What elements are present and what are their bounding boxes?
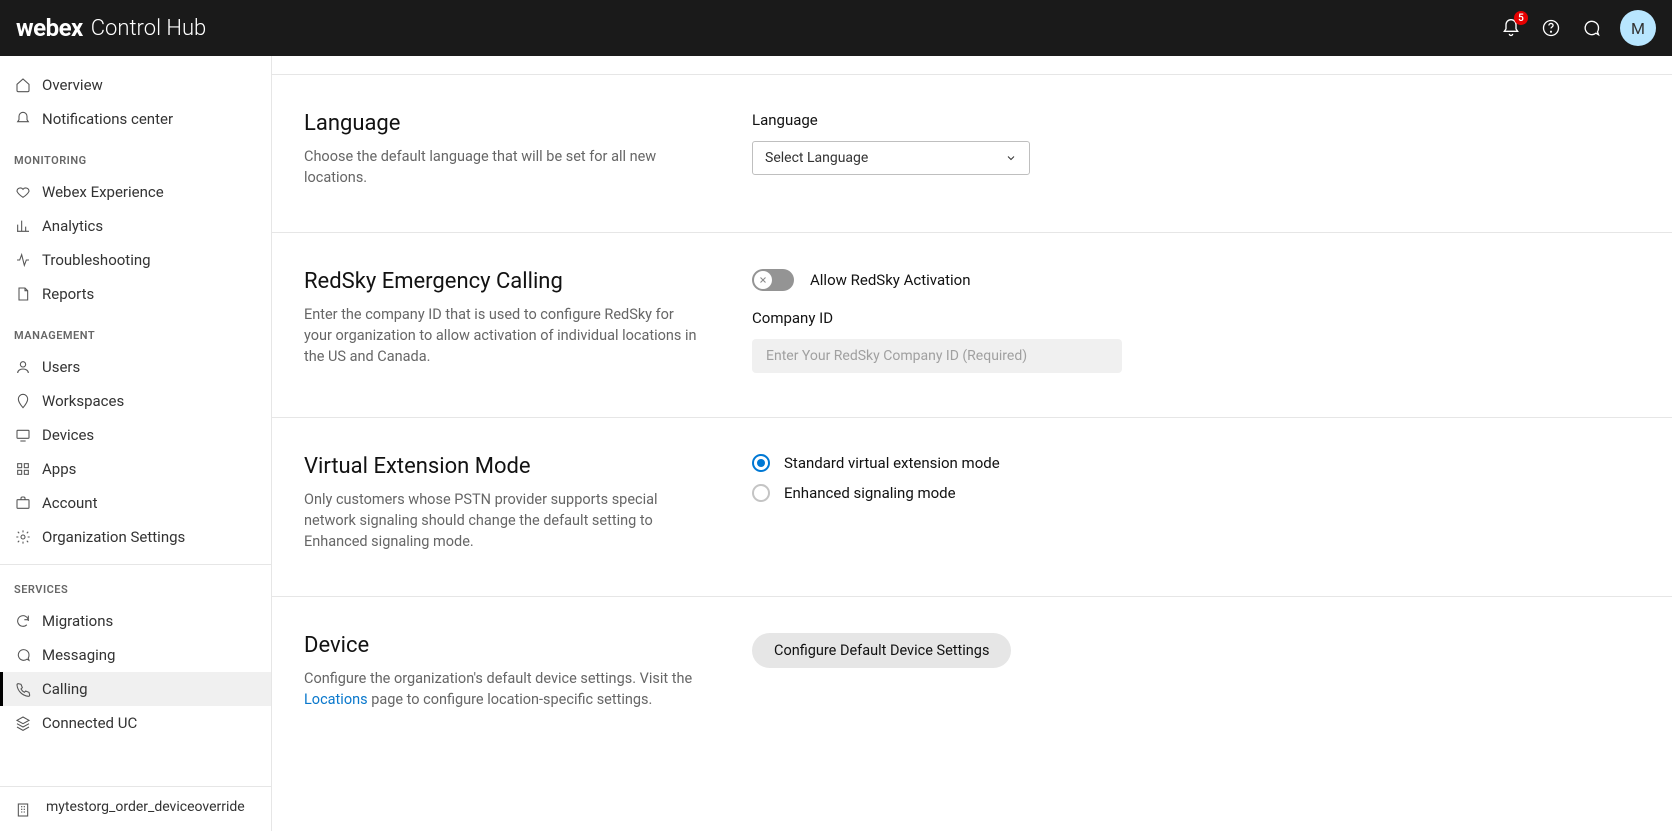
phone-icon <box>14 680 32 698</box>
app-header: webex Control Hub 5 M <box>0 0 1672 56</box>
section-language: Language Choose the default language tha… <box>272 74 1672 232</box>
language-field-label: Language <box>752 111 1392 129</box>
pin-icon <box>14 392 32 410</box>
org-name: mytestorg_order_deviceoverride <box>46 799 245 815</box>
heart-icon <box>14 183 32 201</box>
help-icon[interactable] <box>1540 17 1562 39</box>
layers-icon <box>14 714 32 732</box>
bar-chart-icon <box>14 217 32 235</box>
product-name: Control Hub <box>91 16 207 41</box>
redsky-title: RedSky Emergency Calling <box>304 269 704 294</box>
sidebar-item-messaging[interactable]: Messaging <box>0 638 271 672</box>
language-select-value: Select Language <box>765 150 868 166</box>
sidebar-item-calling[interactable]: Calling <box>0 672 271 706</box>
vem-option-label: Standard virtual extension mode <box>784 454 1000 472</box>
sidebar-item-label: Troubleshooting <box>42 251 151 269</box>
device-title: Device <box>304 633 704 658</box>
sidebar-item-connected-uc[interactable]: Connected UC <box>0 706 271 740</box>
grid-icon <box>14 460 32 478</box>
radio-icon <box>752 454 770 472</box>
x-icon <box>758 275 768 285</box>
chat-icon <box>14 646 32 664</box>
redsky-toggle-label: Allow RedSky Activation <box>810 271 971 289</box>
locations-link[interactable]: Locations <box>304 691 368 708</box>
sidebar-item-label: Workspaces <box>42 392 124 410</box>
radio-icon <box>752 484 770 502</box>
sidebar-item-overview[interactable]: Overview <box>0 68 271 102</box>
redsky-desc: Enter the company ID that is used to con… <box>304 304 704 367</box>
building-icon <box>14 801 32 819</box>
sidebar-item-label: Calling <box>42 680 88 698</box>
language-select[interactable]: Select Language <box>752 141 1030 175</box>
section-device: Device Configure the organization's defa… <box>272 596 1672 754</box>
toggle-knob <box>754 271 772 289</box>
chevron-down-icon <box>1005 152 1017 164</box>
sidebar-item-label: Messaging <box>42 646 115 664</box>
company-id-label: Company ID <box>752 309 1392 327</box>
gear-icon <box>14 528 32 546</box>
sidebar-item-troubleshooting[interactable]: Troubleshooting <box>0 243 271 277</box>
sidebar-item-notifications[interactable]: Notifications center <box>0 102 271 136</box>
sidebar-item-org-settings[interactable]: Organization Settings <box>0 520 271 554</box>
sidebar-section-management: MANAGEMENT <box>0 311 271 350</box>
sidebar-item-label: Organization Settings <box>42 528 185 546</box>
activity-icon <box>14 251 32 269</box>
sidebar-item-label: Connected UC <box>42 714 137 732</box>
user-icon <box>14 358 32 376</box>
sidebar-item-users[interactable]: Users <box>0 350 271 384</box>
vem-option-enhanced[interactable]: Enhanced signaling mode <box>752 484 1392 502</box>
sidebar-item-label: Notifications center <box>42 110 173 128</box>
vem-option-standard[interactable]: Standard virtual extension mode <box>752 454 1392 472</box>
main-content: Language Choose the default language tha… <box>272 56 1672 831</box>
user-avatar[interactable]: M <box>1620 10 1656 46</box>
sidebar-item-label: Users <box>42 358 80 376</box>
sidebar-item-workspaces[interactable]: Workspaces <box>0 384 271 418</box>
vem-desc: Only customers whose PSTN provider suppo… <box>304 489 704 552</box>
org-footer[interactable]: mytestorg_order_deviceoverride <box>0 786 271 831</box>
configure-device-button[interactable]: Configure Default Device Settings <box>752 633 1011 668</box>
sidebar-item-apps[interactable]: Apps <box>0 452 271 486</box>
section-redsky: RedSky Emergency Calling Enter the compa… <box>272 232 1672 417</box>
notification-badge: 5 <box>1514 11 1528 25</box>
sidebar-item-label: Devices <box>42 426 94 444</box>
sidebar-item-webex-experience[interactable]: Webex Experience <box>0 175 271 209</box>
notifications-icon[interactable]: 5 <box>1500 17 1522 39</box>
device-desc: Configure the organization's default dev… <box>304 668 704 710</box>
monitor-icon <box>14 426 32 444</box>
sidebar: Overview Notifications center MONITORING… <box>0 56 272 831</box>
bell-icon <box>14 110 32 128</box>
redsky-toggle[interactable] <box>752 269 794 291</box>
sidebar-item-analytics[interactable]: Analytics <box>0 209 271 243</box>
sidebar-item-label: Overview <box>42 76 103 94</box>
sidebar-item-migrations[interactable]: Migrations <box>0 604 271 638</box>
sidebar-item-label: Reports <box>42 285 94 303</box>
sidebar-item-label: Apps <box>42 460 76 478</box>
sidebar-item-label: Webex Experience <box>42 183 164 201</box>
briefcase-icon <box>14 494 32 512</box>
sidebar-item-label: Analytics <box>42 217 103 235</box>
company-id-input[interactable] <box>752 339 1122 373</box>
sidebar-item-label: Migrations <box>42 612 113 630</box>
sidebar-section-monitoring: MONITORING <box>0 136 271 175</box>
sidebar-item-reports[interactable]: Reports <box>0 277 271 311</box>
section-vem: Virtual Extension Mode Only customers wh… <box>272 417 1672 596</box>
language-title: Language <box>304 111 704 136</box>
language-desc: Choose the default language that will be… <box>304 146 704 188</box>
sidebar-item-account[interactable]: Account <box>0 486 271 520</box>
home-icon <box>14 76 32 94</box>
vem-title: Virtual Extension Mode <box>304 454 704 479</box>
refresh-icon <box>14 612 32 630</box>
sidebar-section-services: SERVICES <box>0 565 271 604</box>
brand-logo: webex <box>16 14 83 42</box>
feedback-icon[interactable] <box>1580 17 1602 39</box>
sidebar-item-devices[interactable]: Devices <box>0 418 271 452</box>
file-icon <box>14 285 32 303</box>
vem-option-label: Enhanced signaling mode <box>784 484 956 502</box>
sidebar-item-label: Account <box>42 494 98 512</box>
